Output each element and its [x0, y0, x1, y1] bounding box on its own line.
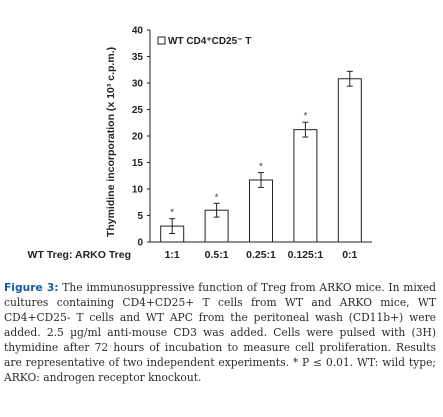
- y-tick-label: 5: [137, 211, 143, 222]
- y-tick-label: 35: [132, 52, 144, 63]
- caption-label: Figure 3:: [4, 281, 59, 294]
- y-tick-label: 10: [132, 185, 144, 196]
- plot-area: 0 5 10 15 20 25 30 35 40 * 1:1 * 0.5:1 * 0.25:1 * 0.125:…: [132, 26, 372, 261]
- y-axis-label: Thymidine incorporation (x 10³ c.p.m.): [105, 47, 117, 237]
- legend-label: WT CD4⁺CD25⁻ T: [168, 36, 251, 47]
- y-tick-label: 40: [132, 26, 144, 37]
- bar: [249, 179, 273, 243]
- x-axis-label: WT Treg: ARKO Treg: [28, 249, 131, 261]
- legend-swatch: [157, 36, 166, 45]
- y-tick-label: 15: [132, 158, 144, 169]
- bar: [337, 78, 362, 243]
- bar: [293, 129, 318, 243]
- x-tick-label: 1:1: [165, 249, 180, 261]
- significance-marker: *: [170, 208, 174, 219]
- significance-marker: *: [259, 162, 263, 173]
- y-tick-label: 25: [132, 105, 144, 116]
- figure-caption: Figure 3: The immunosuppressive function…: [4, 280, 436, 385]
- x-tick-label: 0.125:1: [288, 249, 324, 261]
- significance-marker: *: [303, 111, 307, 122]
- caption-text: The immunosuppressive function of Treg f…: [4, 281, 436, 384]
- x-tick-label: 0.25:1: [246, 249, 276, 261]
- x-tick-label: 0.5:1: [205, 249, 229, 261]
- y-tick-label: 20: [132, 132, 144, 143]
- x-tick-label: 0:1: [342, 249, 357, 261]
- significance-marker: *: [215, 192, 219, 203]
- bar-chart: Thymidine incorporation (x 10³ c.p.m.) 0…: [28, 26, 372, 261]
- legend: WT CD4⁺CD25⁻ T: [157, 36, 251, 47]
- y-tick-label: 0: [137, 238, 143, 249]
- y-tick-label: 30: [132, 79, 144, 90]
